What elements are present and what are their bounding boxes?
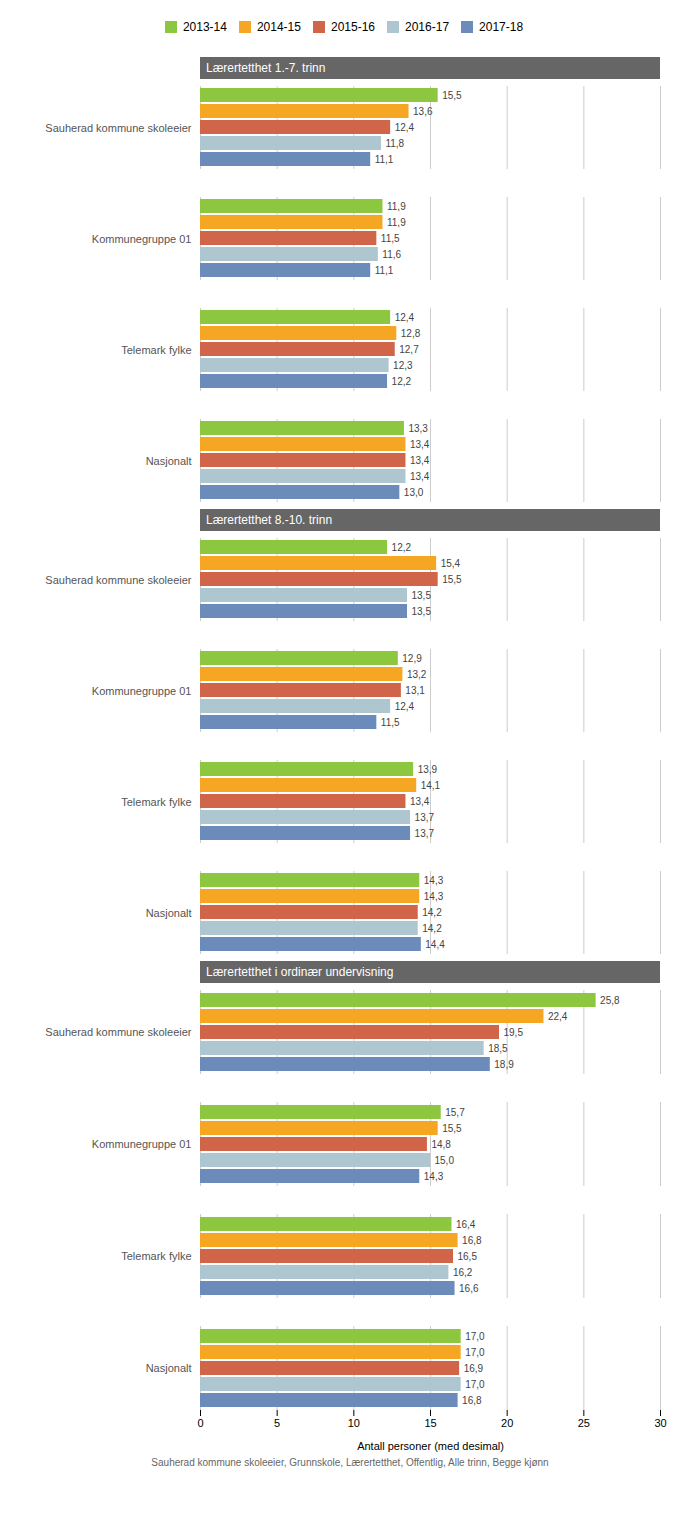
html-text:2015-16: 2015-16 [331, 19, 375, 34]
html-text:2014-15: 2014-15 [256, 19, 301, 34]
html-text:2017-18: 2017-18 [479, 19, 524, 34]
svg-text:Kommunegruppe 01: Kommunegruppe 01 [92, 233, 192, 245]
svg-text:12,2: 12,2 [392, 376, 412, 387]
svg-text:13,9: 13,9 [418, 764, 438, 775]
svg-text:13,4: 13,4 [410, 455, 430, 466]
svg-text:17,0: 17,0 [465, 1379, 485, 1390]
svg-text:Nasjonalt: Nasjonalt [146, 1362, 192, 1374]
svg-text:30: 30 [654, 1417, 666, 1429]
svg-text:Nasjonalt: Nasjonalt [146, 907, 192, 919]
svg-text:13,7: 13,7 [415, 812, 435, 823]
svg-text:16,9: 16,9 [464, 1363, 484, 1374]
svg-text:18,9: 18,9 [494, 1059, 514, 1070]
svg-text:15,0: 15,0 [435, 1155, 455, 1166]
svg-text:14,3: 14,3 [424, 875, 444, 886]
svg-text:25,8: 25,8 [600, 995, 620, 1006]
html-text:Lærertetthet 1.-7. trinn: Lærertetthet 1.-7. trinn [206, 61, 326, 75]
svg-text:18,5: 18,5 [488, 1043, 508, 1054]
svg-text:15,7: 15,7 [445, 1107, 465, 1118]
html-text:2016-17: 2016-17 [405, 19, 450, 34]
svg-text:Sauherad kommune skoleeier: Sauherad kommune skoleeier [45, 122, 191, 134]
svg-text:12,2: 12,2 [392, 542, 412, 553]
svg-text:15: 15 [424, 1417, 436, 1429]
svg-text:12,3: 12,3 [393, 360, 413, 371]
svg-text:13,7: 13,7 [415, 828, 435, 839]
svg-text:25: 25 [578, 1417, 590, 1429]
svg-text:Sauherad kommune skoleeier: Sauherad kommune skoleeier [45, 1026, 191, 1038]
svg-text:11,9: 11,9 [387, 217, 406, 228]
svg-text:17,0: 17,0 [465, 1347, 485, 1358]
svg-text:12,7: 12,7 [399, 344, 419, 355]
svg-text:13,3: 13,3 [408, 423, 428, 434]
svg-text:12,4: 12,4 [395, 122, 415, 133]
svg-text:12,9: 12,9 [402, 653, 422, 664]
svg-text:22,4: 22,4 [548, 1011, 568, 1022]
svg-text:15,4: 15,4 [441, 558, 461, 569]
svg-text:11,1: 11,1 [375, 265, 394, 276]
svg-text:11,5: 11,5 [381, 233, 400, 244]
svg-text:16,8: 16,8 [462, 1235, 482, 1246]
svg-text:Kommunegruppe 01: Kommunegruppe 01 [92, 685, 192, 697]
svg-text:14,3: 14,3 [424, 891, 444, 902]
svg-text:0: 0 [197, 1417, 203, 1429]
svg-text:13,4: 13,4 [410, 439, 430, 450]
svg-text:16,4: 16,4 [456, 1219, 476, 1230]
svg-text:13,4: 13,4 [410, 471, 430, 482]
svg-text:Telemark fylke: Telemark fylke [121, 796, 191, 808]
html-text:Sauherad kommune skoleeier, Gr: Sauherad kommune skoleeier, Grunnskole, … [151, 1457, 549, 1468]
svg-text:17,0: 17,0 [465, 1331, 485, 1342]
svg-text:14,2: 14,2 [422, 907, 442, 918]
svg-text:15,5: 15,5 [442, 574, 462, 585]
svg-text:15,5: 15,5 [442, 1123, 462, 1134]
svg-text:16,8: 16,8 [462, 1395, 482, 1406]
svg-text:11,5: 11,5 [381, 717, 400, 728]
svg-text:12,4: 12,4 [395, 701, 415, 712]
svg-text:14,1: 14,1 [421, 780, 441, 791]
svg-text:Telemark fylke: Telemark fylke [121, 1250, 191, 1262]
svg-text:Nasjonalt: Nasjonalt [146, 455, 192, 467]
svg-text:14,3: 14,3 [424, 1171, 444, 1182]
svg-text:13,4: 13,4 [410, 796, 430, 807]
svg-text:13,5: 13,5 [412, 606, 432, 617]
svg-text:13,0: 13,0 [404, 487, 424, 498]
svg-text:10: 10 [348, 1417, 360, 1429]
svg-text:11,6: 11,6 [382, 249, 401, 260]
svg-text:12,8: 12,8 [401, 328, 421, 339]
svg-text:13,1: 13,1 [405, 685, 425, 696]
svg-text:13,2: 13,2 [407, 669, 427, 680]
svg-text:16,6: 16,6 [459, 1283, 479, 1294]
svg-text:5: 5 [274, 1417, 280, 1429]
svg-text:Telemark fylke: Telemark fylke [121, 344, 191, 356]
svg-text:Antall personer (med desimal): Antall personer (med desimal) [357, 1440, 504, 1452]
svg-text:11,9: 11,9 [387, 201, 406, 212]
svg-text:11,8: 11,8 [385, 138, 404, 149]
svg-text:14,8: 14,8 [431, 1139, 451, 1150]
svg-text:14,4: 14,4 [425, 939, 445, 950]
svg-text:11,1: 11,1 [375, 154, 394, 165]
svg-text:14,2: 14,2 [422, 923, 442, 934]
html-text:Lærertetthet 8.-10. trinn: Lærertetthet 8.-10. trinn [206, 513, 333, 527]
svg-text:13,5: 13,5 [412, 590, 432, 601]
svg-text:16,5: 16,5 [458, 1251, 478, 1262]
svg-text:13,6: 13,6 [413, 106, 433, 117]
svg-text:Sauherad kommune skoleeier: Sauherad kommune skoleeier [45, 574, 191, 586]
svg-text:16,2: 16,2 [453, 1267, 473, 1278]
svg-text:20: 20 [501, 1417, 513, 1429]
svg-text:12,4: 12,4 [395, 312, 415, 323]
html-text:Lærertetthet i ordinær undervi: Lærertetthet i ordinær undervisning [206, 965, 394, 979]
svg-text:15,5: 15,5 [442, 90, 462, 101]
html-text:2013-14: 2013-14 [182, 19, 227, 34]
svg-text:19,5: 19,5 [504, 1027, 524, 1038]
svg-text:Kommunegruppe 01: Kommunegruppe 01 [92, 1138, 192, 1150]
